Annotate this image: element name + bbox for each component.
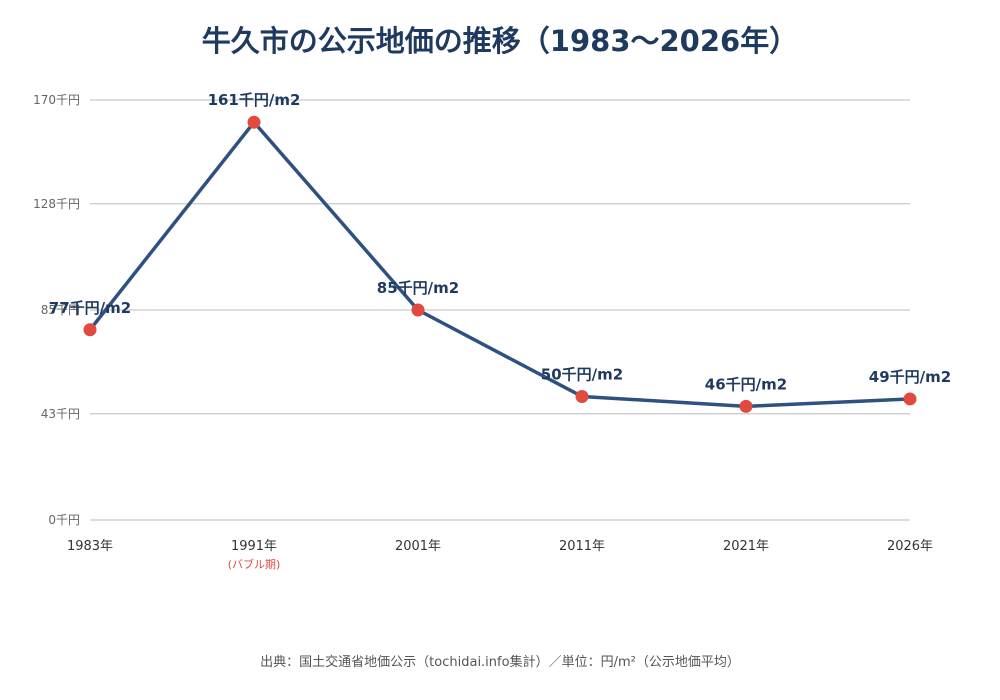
x-tick-label-3: 2011年	[559, 539, 605, 554]
data-point-1	[247, 115, 261, 129]
x-tick-label-2: 2001年	[395, 539, 441, 554]
data-label-1: 161千円/m2	[208, 91, 301, 109]
x-tick-label-5: 2026年	[887, 539, 933, 554]
data-label-3: 50千円/m2	[541, 365, 623, 383]
data-point-4	[739, 399, 753, 413]
data-label-0: 77千円/m2	[49, 299, 131, 317]
chart-title: 牛久市の公示地価の推移（1983〜2026年）	[201, 24, 799, 58]
data-point-2	[411, 303, 425, 317]
y-tick-label-1: 43千円	[41, 407, 80, 421]
source-note: 出典：国土交通省地価公示（tochidai.info集計）／単位：円/m²（公示…	[260, 655, 740, 670]
x-tick-label-0: 1983年	[67, 539, 113, 554]
data-label-5: 49千円/m2	[869, 368, 951, 386]
y-tick-label-3: 128千円	[33, 197, 80, 211]
data-point-5	[903, 392, 917, 406]
y-tick-label-4: 170千円	[33, 93, 80, 107]
x-tick-note-1: (バブル期)	[228, 557, 281, 571]
series-line	[88, 120, 912, 409]
data-point-3	[575, 389, 589, 403]
data-label-4: 46千円/m2	[705, 375, 787, 393]
x-tick-label-4: 2021年	[723, 539, 769, 554]
data-point-0	[83, 323, 97, 337]
y-tick-label-0: 0千円	[48, 513, 80, 527]
data-label-2: 85千円/m2	[377, 279, 459, 297]
y-tick-label-2: 85千円	[41, 303, 80, 317]
x-tick-label-1: 1991年	[231, 539, 277, 554]
